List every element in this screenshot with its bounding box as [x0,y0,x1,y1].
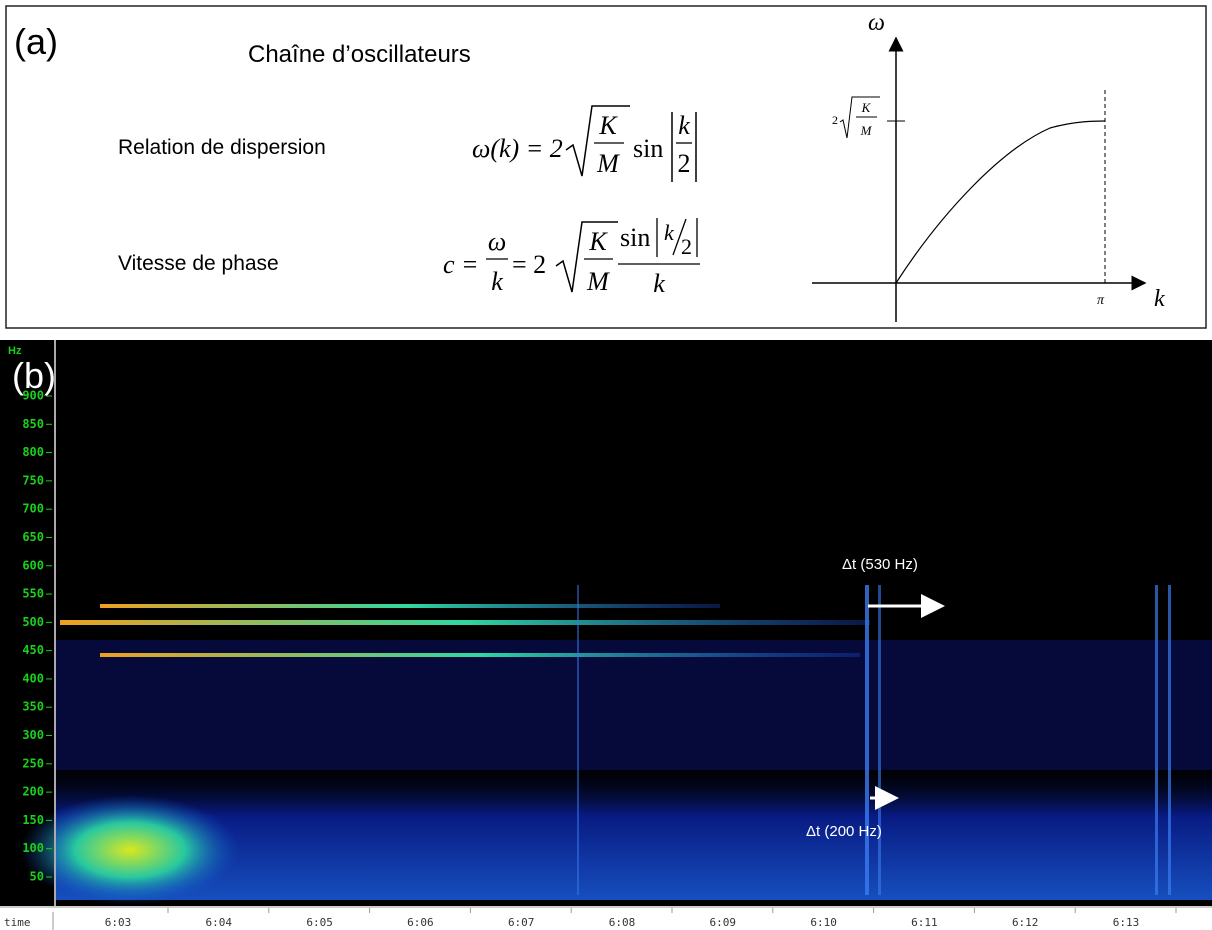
dispersion-curve [895,120,1106,284]
time-tick-label: 6:07 [508,916,535,929]
vertical-streak [577,585,579,895]
y-tick-label: 250 [22,756,44,770]
vertical-streak [1155,585,1158,895]
vertical-streak [1168,585,1171,895]
spectrogram [20,585,1212,905]
vertical-streak [865,585,869,895]
formula-part: ω(k) = 2 [472,134,563,163]
formula-part: k [653,269,665,298]
y-tick-label: 650 [22,530,44,544]
panel-a-frame [5,5,1207,329]
time-tick-label: 6:11 [911,916,938,929]
y-tick-label: 550 [22,587,44,601]
y-tick-label: 200 [22,785,44,799]
time-ticks: 6:03 6:04 6:05 6:06 6:07 6:08 6:09 6:10 6:11 6:12… [105,908,1177,929]
time-tick-label: 6:06 [407,916,434,929]
panel-label: (b) [12,355,56,396]
y-axis-label: ω [868,10,885,36]
row-label: Vitesse de phase [118,252,279,275]
time-label: time [4,916,31,929]
formula-part: M [586,267,610,296]
row-label: Relation de dispersion [118,136,326,159]
formula-part: K [588,227,608,256]
annotation: Δt (200 Hz) [806,823,882,840]
y-tick-label: 750 [22,473,44,487]
y-unit: Hz [8,345,22,357]
time-tick-label: 6:10 [810,916,837,929]
y-tick-label: 450 [22,643,44,657]
time-tick-label: 6:08 [609,916,636,929]
formula-part: sin [633,134,663,163]
time-tick-label: 6:03 [105,916,132,929]
harmonic-streak [60,620,870,625]
formula-part: k [678,111,690,140]
y-tick-label: 400 [22,671,44,685]
panel-title: Chaîne d’oscillateurs [248,41,471,68]
sqrt-sign [839,96,880,139]
formula-part: K [598,111,618,140]
x-mark: π [1097,293,1105,308]
harmonic-streak [100,604,720,608]
y-tick-label: 600 [22,558,44,572]
time-tick-label: 6:05 [306,916,333,929]
time-strip [0,906,1212,930]
time-tick-label: 6:09 [710,916,737,929]
energy-blob [20,795,240,905]
panel-label: (a) [14,21,58,62]
formula-part: 2 [681,234,692,259]
formula-part: 2 [678,149,691,178]
y-tick-label: 50 [30,870,44,884]
sqrt-sign [565,105,630,177]
formula-part: ω [488,227,506,256]
noise-band [56,760,1212,900]
noise-band [56,640,1212,770]
y-tick-label: 150 [22,813,44,827]
y-tick-label: 900 [22,389,44,403]
dispersion-plot: ω k π 2 K M [812,10,1165,322]
annotation: Δt (530 Hz) [842,556,918,573]
formula-part: k [664,220,675,245]
formula-dispersion: ω(k) = 2 K M sin k 2 [472,105,697,182]
x-axis-label: k [1154,286,1165,312]
sqrt-sign [555,221,618,293]
time-tick-label: 6:12 [1012,916,1039,929]
y-tick-label: 700 [22,502,44,516]
y-mark: 2 [832,113,838,127]
formula-part: sin [620,223,650,252]
y-tick-label: 850 [22,417,44,431]
formula-part: = 2 [512,250,546,279]
y-mark: K [861,100,872,115]
formula-part: c = [443,250,479,279]
fraction-slash [672,218,687,256]
harmonic-streak [100,653,860,657]
y-tick-label: 100 [22,841,44,855]
vertical-streak [878,585,881,895]
y-mark: M [860,123,873,138]
formula-phase: c = ω k = 2 K M sin k 2 k [443,218,700,298]
y-tick-label: 800 [22,445,44,459]
time-tick-label: 6:04 [206,916,233,929]
y-tick-label: 500 [22,615,44,629]
formula-part: M [596,149,620,178]
formula-part: k [491,267,503,296]
y-tick-label: 350 [22,700,44,714]
y-ticks: 50 100 150 200 250 300 350 400 450 500 550 600 650 70… [22,389,52,884]
y-tick-label: 300 [22,728,44,742]
time-tick-label: 6:13 [1113,916,1140,929]
